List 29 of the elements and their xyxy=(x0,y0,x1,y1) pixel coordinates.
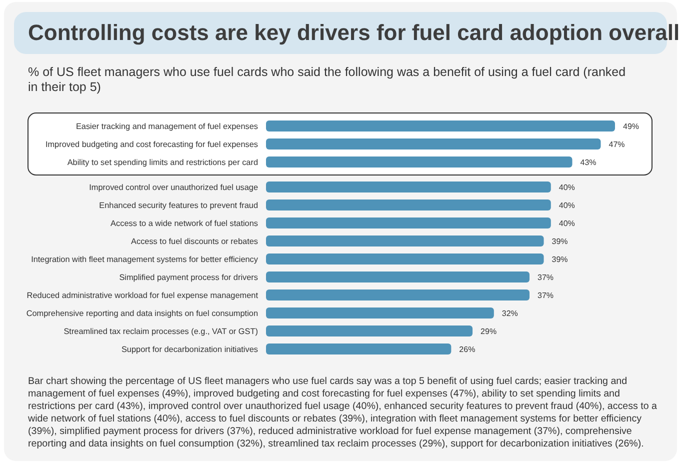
y-tick-label: Simplified payment process for drivers xyxy=(119,272,258,282)
data-label: 40% xyxy=(558,200,575,210)
y-tick-label: Support for decarbonization initiatives xyxy=(121,344,258,354)
chart-subtitle: % of US fleet managers who use fuel cards who said the following was a benefit of using a fuel card (ranked in their top 5) xyxy=(28,65,626,94)
data-label: 32% xyxy=(502,308,518,318)
y-tick-label: Improved budgeting and cost forecasting for fuel expenses xyxy=(45,140,258,149)
data-label: 37% xyxy=(538,272,554,282)
data-label: 43% xyxy=(580,158,596,167)
data-label: 37% xyxy=(538,290,554,300)
data-label: 40% xyxy=(558,182,575,192)
y-tick-label: Integration with fleet management systems for better efficiency xyxy=(31,254,259,264)
y-tick-label: Access to fuel discounts or rebates xyxy=(131,236,258,246)
data-label: 49% xyxy=(623,122,640,131)
data-label: 40% xyxy=(558,218,575,228)
data-label: 26% xyxy=(459,344,476,354)
y-tick-label: Access to a wide network of fuel stations xyxy=(110,218,258,228)
chart-title: Controlling costs are key drivers for fuel card adoption overall xyxy=(28,20,680,45)
y-tick-label: Reduced administrative workload for fuel expense management xyxy=(26,290,259,300)
y-tick-label: Streamlined tax reclaim processes (e.g., VAT or GST) xyxy=(64,326,258,336)
data-label: 29% xyxy=(480,326,497,336)
text: Bar chart showing the percentage of US fleet managers who use fuel cards say was a top 5 benefit of using fuel cards; easier tracking and management of fuel expenses (49%), improved budgeting and cost forecasting for fuel expenses (47%), ability to set spending limits and restrictions per card (43%), improved control over unauthorized fuel usage (40%), enhanced security features to prevent fraud (40%), access to a wide network of fuel stations (40%), access to fuel discounts or rebates (39%), integration with fleet management systems for better efficiency (39%), simplified payment process for drivers (37%), reduced administrative workload for fuel expense management (37%), comprehensive reporting and data insights on fuel consumption (32%), streamlined tax reclaim processes (29%), support for decarbonization initiatives (26%). xyxy=(27,376,658,450)
data-label: 47% xyxy=(608,140,625,149)
y-tick-label: Comprehensive reporting and data insights on fuel consumption xyxy=(26,308,258,318)
data-label: 39% xyxy=(552,236,568,246)
y-tick-label: Ability to set spending limits and restrictions per card xyxy=(67,158,258,167)
y-tick-label: Easier tracking and management of fuel expenses xyxy=(76,122,258,131)
y-tick-label: Improved control over unauthorized fuel usage xyxy=(89,182,258,192)
data-label: 39% xyxy=(552,254,568,264)
y-tick-label: Enhanced security features to prevent fraud xyxy=(99,200,258,210)
